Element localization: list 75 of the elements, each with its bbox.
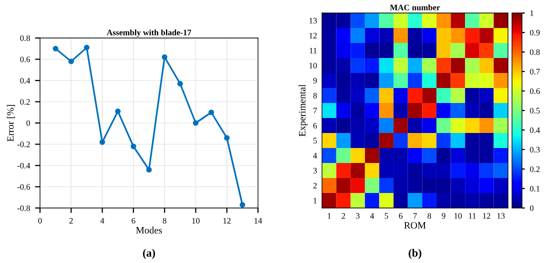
color-bar-label: 0.2 [530,166,540,172]
point [115,108,121,114]
point [208,110,214,116]
x-tick-label: 11 [468,213,476,219]
y-tick-label: 6 [313,122,317,128]
y-tick-label: -0.8 [17,205,30,212]
y-tick-label: 0.8 [20,35,30,42]
y-tick-label: 0 [26,120,30,126]
y-tick-label: -0.6 [17,184,30,190]
x-axis-title: Modes [136,226,162,234]
y-tick-label: 3 [313,168,317,174]
y-tick-label: -0.4 [17,162,30,169]
point [240,202,246,208]
point [162,54,168,60]
color-bar-label: 0.1 [530,186,540,192]
x-tick-label: 6 [398,213,403,219]
y-tick-label: 0.6 [20,56,30,62]
x-tick-label: 5 [384,213,388,219]
color-bar-label: 0.6 [530,88,540,94]
point [100,139,106,145]
point [130,144,136,150]
y-tick-label: 7 [314,108,317,114]
color-bar-label: 0.9 [530,30,540,36]
color-bar-label: 0.8 [530,49,540,56]
y-axis-title: Error [%] [6,104,15,142]
color-bar-label: 0.3 [530,146,540,153]
y-tick-label: 10 [310,62,317,68]
point [224,135,230,141]
y-tick-label: 11 [310,48,317,54]
x-tick-label: 1 [328,213,331,219]
color-bar-label: 1 [530,10,534,16]
x-tick-label: 7 [413,213,417,219]
color-bar-label: 0 [530,205,534,211]
x-tick-label: 10 [454,213,462,219]
x-tick-label: 4 [100,218,104,224]
point [52,46,58,52]
y-tick-label: 1 [314,198,317,204]
x-tick-label: 12 [483,213,490,219]
x-tick-label: 8 [162,218,166,224]
x-tick-label: 9 [442,213,446,219]
point [177,80,183,86]
y-tick-label: 4 [313,152,318,158]
x-tick-label: 0 [38,218,42,224]
y-tick-label: 9 [313,78,317,84]
x-tick-label: 14 [254,218,262,224]
x-tick-label: 2 [69,218,73,224]
y-tick-label: 13 [310,18,317,24]
y-tick-label: 0.2 [20,99,30,105]
text: (a) [143,248,155,259]
y-axis-title: Experimental [298,84,308,136]
y-tick-label: 8 [313,92,317,98]
x-tick-label: 6 [132,218,136,224]
x-tick-label: 13 [497,213,505,219]
x-tick-label: 12 [223,218,231,224]
color-bar-label: 0.5 [530,108,540,114]
point [192,120,198,126]
y-tick-label: 0.4 [20,78,30,84]
x-axis-title: ROM [404,222,426,229]
point [146,166,152,173]
y-tick-label: -0.2 [17,142,30,148]
x-tick-label: 10 [192,218,200,224]
y-tick-label: 2 [313,182,317,188]
color-bar-label: 0.4 [530,127,540,134]
x-tick-label: 2 [342,213,346,219]
x-tick-label: 4 [370,213,374,219]
y-tick-label: 5 [313,138,317,144]
y-tick-label: 12 [310,32,317,38]
x-tick-label: 8 [428,213,432,219]
point [68,58,74,64]
chart-title: MAC number [390,4,440,10]
point [84,44,90,50]
x-tick-label: 3 [356,213,360,219]
text: (b) [408,248,422,259]
chart-title: Assembly with blade-17 [106,29,192,38]
color-bar-label: 0.7 [530,68,540,75]
